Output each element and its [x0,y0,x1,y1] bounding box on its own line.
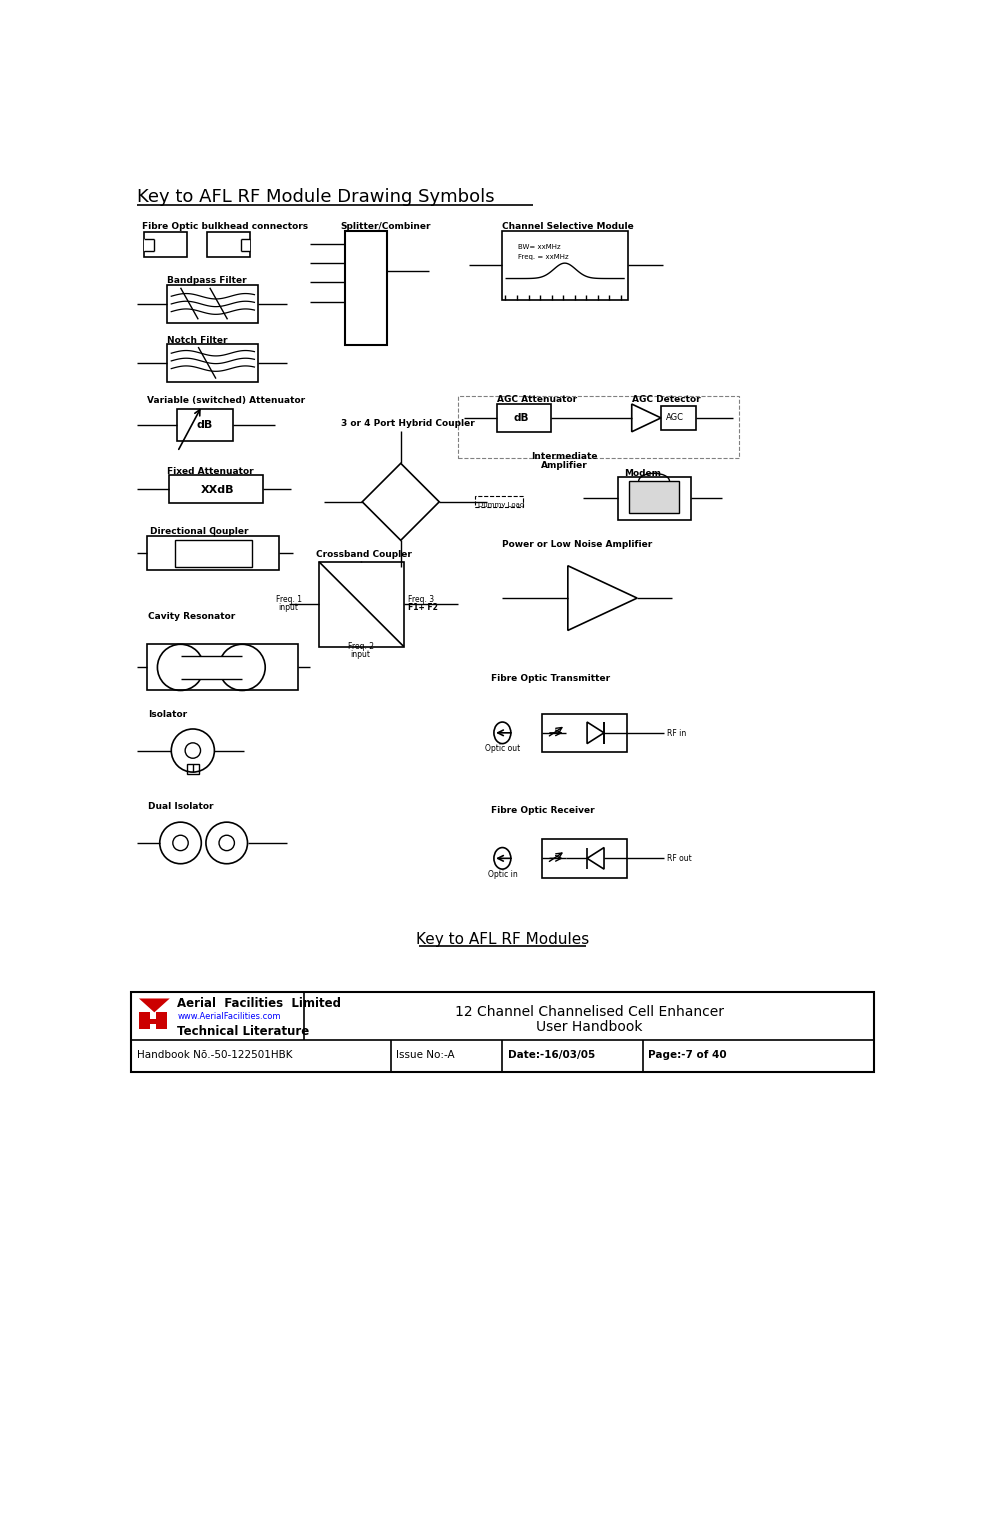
Text: Key to AFL RF Modules: Key to AFL RF Modules [416,931,589,946]
Bar [661,406,697,430]
Text: Optic in: Optic in [488,870,517,880]
Text: www.AerialFacilities.com: www.AerialFacilities.com [178,1012,281,1021]
Bar [176,541,252,567]
Text: BW= xxMHz: BW= xxMHz [518,245,560,251]
Text: Variable (switched) Attenuator: Variable (switched) Attenuator [146,395,305,404]
Text: Fibre Optic Transmitter: Fibre Optic Transmitter [490,673,610,682]
Text: Modem: Modem [624,469,661,478]
Text: Freq. = xxMHz: Freq. = xxMHz [518,254,568,260]
Bar [144,240,154,251]
Text: RF in: RF in [667,729,687,738]
Text: Power or Low Noise Amplifier: Power or Low Noise Amplifier [502,541,652,550]
Bar [178,409,232,441]
Text: Splitter/Combiner: Splitter/Combiner [340,222,432,231]
Text: Freq. 2: Freq. 2 [348,643,375,652]
Text: input: input [279,603,298,612]
Text: Amplifier: Amplifier [541,462,588,469]
Bar [542,838,627,878]
Text: Cavity Resonator: Cavity Resonator [148,612,235,621]
Bar [146,536,279,570]
Text: input: input [350,650,371,659]
Text: Freq. 3: Freq. 3 [408,595,435,605]
Bar [618,477,691,519]
Text: Directional Coupler: Directional Coupler [150,527,249,536]
Text: AGC: AGC [666,413,685,421]
Text: AGC Attenuator: AGC Attenuator [497,395,577,404]
Text: Aerial  Facilities  Limited: Aerial Facilities Limited [178,996,341,1010]
Bar [168,343,258,383]
Bar [146,644,297,691]
Text: 3 or 4 Port Hybrid Coupler: 3 or 4 Port Hybrid Coupler [340,419,475,428]
Bar [458,396,739,457]
Text: F1+ F2: F1+ F2 [408,603,439,612]
Text: User Handbook: User Handbook [536,1021,643,1034]
Text: Bandpass Filter: Bandpass Filter [168,276,247,286]
Bar [542,714,627,752]
Text: dB: dB [513,413,529,424]
Text: Fixed Attenuator: Fixed Attenuator [168,468,254,475]
Bar [502,231,628,301]
Circle shape [185,743,200,758]
Text: Key to AFL RF Module Drawing Symbols: Key to AFL RF Module Drawing Symbols [136,188,494,207]
Text: Handbook Nō.-50-122501HBK: Handbook Nō.-50-122501HBK [136,1051,292,1060]
Text: Issue No:-A: Issue No:-A [396,1051,455,1060]
Text: Notch Filter: Notch Filter [168,336,228,345]
Text: AGC Detector: AGC Detector [632,395,700,404]
Text: 12 Channel Channelised Cell Enhancer: 12 Channel Channelised Cell Enhancer [454,1004,724,1019]
Bar [240,240,250,251]
Bar [186,764,199,773]
Text: Dual Isolator: Dual Isolator [148,802,214,811]
Text: Fibre Optic bulkhead connectors: Fibre Optic bulkhead connectors [142,222,308,231]
Text: XXdB: XXdB [200,485,234,495]
Text: Channel Selective Module: Channel Selective Module [502,222,634,231]
Text: Technical Literature: Technical Literature [178,1025,310,1037]
Bar [476,497,523,507]
Bar [630,482,680,513]
Bar [139,1012,150,1030]
Text: Freq. 1: Freq. 1 [276,595,302,605]
Text: Fibre Optic Receiver: Fibre Optic Receiver [490,807,594,816]
Text: Dummy Load: Dummy Load [478,501,524,507]
Text: Crossband Coupler: Crossband Coupler [316,550,412,559]
Bar [144,232,186,257]
Bar [150,1019,156,1024]
Circle shape [219,835,234,851]
Bar [207,232,250,257]
Bar [497,404,551,431]
Text: Intermediate: Intermediate [531,451,597,460]
Text: Optic out: Optic out [485,744,520,753]
Text: Page:-7 of 40: Page:-7 of 40 [647,1051,727,1060]
Bar [344,231,387,345]
Bar [131,992,874,1071]
Circle shape [173,835,188,851]
Bar [156,1012,167,1030]
Text: Isolator: Isolator [148,709,187,718]
Bar [168,284,258,324]
Text: dB: dB [196,421,213,430]
Bar [169,475,263,503]
Bar [181,656,242,679]
Text: RF out: RF out [667,855,692,863]
Text: Date:-16/03/05: Date:-16/03/05 [508,1051,595,1060]
Polygon shape [139,998,170,1012]
